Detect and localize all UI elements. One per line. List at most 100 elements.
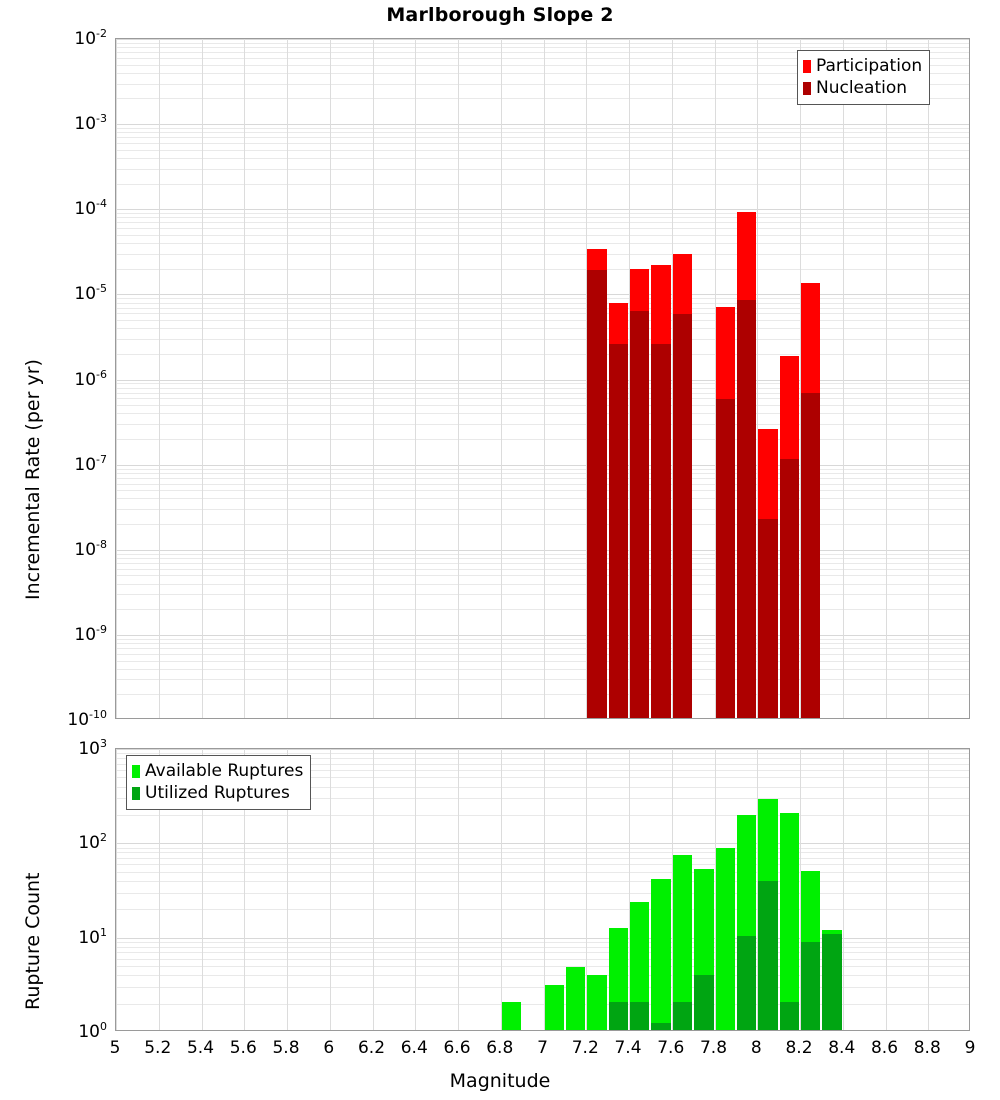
top-y-tick-label: 10-6 [74, 367, 107, 390]
bottom-gridline [116, 843, 969, 845]
bottom-gridline [116, 880, 969, 882]
top-bar [779, 39, 799, 718]
page-title: Marlborough Slope 2 [386, 4, 614, 26]
top-gridline [116, 509, 969, 511]
bottom-bar [501, 749, 522, 1030]
top-gridline [116, 392, 969, 394]
top-y-tick-label: 10-3 [74, 112, 107, 134]
x-tick-label: 5.6 [229, 1038, 257, 1058]
bottom-gridline [116, 909, 969, 911]
top-gridline [116, 328, 969, 330]
top-vertical-gridline [415, 39, 417, 718]
bottom-gridline [116, 758, 969, 760]
top-gridline [116, 47, 969, 49]
top-gridline [116, 472, 969, 474]
top-gridline [116, 694, 969, 696]
x-tick-label: 7 [537, 1038, 548, 1058]
nucleation-bar-segment [779, 459, 799, 718]
top-gridline [116, 132, 969, 134]
bottom-gridline [116, 958, 969, 960]
bottom-vertical-gridline [842, 749, 844, 1030]
top-vertical-gridline [244, 39, 246, 718]
top-vertical-gridline [757, 39, 759, 718]
bottom-gridline [116, 786, 969, 788]
available-ruptures-bar-segment [630, 901, 650, 1030]
incremental-rate-plot [115, 38, 970, 719]
top-gridline [116, 524, 969, 526]
bottom-vertical-gridline [158, 749, 160, 1030]
top-vertical-gridline [201, 39, 203, 718]
top-vertical-gridline [116, 39, 117, 718]
top-gridline [116, 568, 969, 570]
available-ruptures-bar-segment [715, 848, 735, 1030]
top-gridline [116, 338, 969, 340]
nucleation-bar-segment [608, 343, 628, 718]
top-gridline [116, 464, 969, 466]
top-gridline [116, 157, 969, 159]
top-gridline [116, 653, 969, 655]
top-gridline [116, 42, 969, 44]
bottom-vertical-gridline [800, 749, 801, 1030]
bottom-vertical-gridline [372, 749, 374, 1030]
top-gridline [116, 483, 969, 485]
top-vertical-gridline [586, 39, 588, 718]
bottom-gridline [116, 1003, 969, 1005]
x-tick-label: 8.6 [870, 1038, 899, 1058]
bottom-bar [779, 749, 799, 1030]
x-tick-label: 5.4 [186, 1038, 215, 1058]
utilized-ruptures-bar-segment [694, 975, 714, 1030]
top-y-tick-label: 10-9 [74, 623, 107, 645]
bottom-legend-item: Available Ruptures [132, 760, 303, 782]
utilized-ruptures-bar-segment [779, 1001, 799, 1030]
bottom-bar [822, 749, 842, 1030]
utilized-ruptures-bar-segment [758, 880, 778, 1030]
nucleation-bar-segment [651, 343, 671, 718]
bottom-gridline [116, 864, 969, 866]
top-gridline [116, 64, 969, 66]
bottom-gridline [116, 852, 969, 854]
bottom-vertical-gridline [757, 749, 759, 1030]
top-gridline [116, 643, 969, 645]
top-gridline [116, 183, 969, 185]
top-gridline [116, 562, 969, 564]
top-gridline [116, 83, 969, 85]
bottom-gridline [116, 749, 969, 750]
bottom-gridline [116, 777, 969, 779]
bottom-vertical-gridline [928, 749, 930, 1030]
rupture-count-plot [115, 748, 970, 1031]
top-gridline [116, 143, 969, 144]
bottom-gridline [116, 798, 969, 800]
top-vertical-gridline [885, 39, 887, 718]
legend-label: Participation [816, 55, 923, 76]
top-gridline [116, 228, 969, 230]
top-gridline [116, 222, 969, 224]
x-tick-label: 5.8 [272, 1038, 300, 1058]
top-legend-item: Nucleation [803, 77, 922, 99]
top-gridline [116, 583, 969, 585]
utilized-ruptures-bar-segment [672, 1001, 693, 1030]
bottom-bar [587, 749, 607, 1030]
nucleation-bar-segment [587, 269, 607, 718]
top-vertical-gridline [842, 39, 844, 718]
top-gridline [116, 302, 969, 304]
top-gridline [116, 137, 969, 139]
top-y-tick-label: 10-5 [74, 282, 107, 305]
bottom-y-tick-label: 101 [78, 925, 107, 948]
top-gridline [116, 379, 969, 381]
top-gridline [116, 234, 969, 236]
top-gridline [116, 52, 969, 54]
bottom-legend-item: Utilized Ruptures [132, 782, 303, 804]
top-gridline [116, 168, 969, 170]
legend-swatch-icon [803, 81, 811, 95]
top-gridline [116, 405, 969, 407]
nucleation-bar-segment [715, 398, 735, 718]
top-gridline [116, 609, 969, 611]
top-y-tick-label: 10-4 [74, 197, 107, 220]
top-gridline [116, 320, 969, 321]
x-tick-label: 6.8 [486, 1038, 514, 1058]
top-gridline [116, 307, 969, 309]
available-ruptures-bar-segment [651, 878, 671, 1030]
bottom-vertical-gridline [287, 749, 288, 1030]
top-vertical-gridline [714, 39, 716, 718]
x-tick-label: 6.2 [357, 1038, 386, 1058]
